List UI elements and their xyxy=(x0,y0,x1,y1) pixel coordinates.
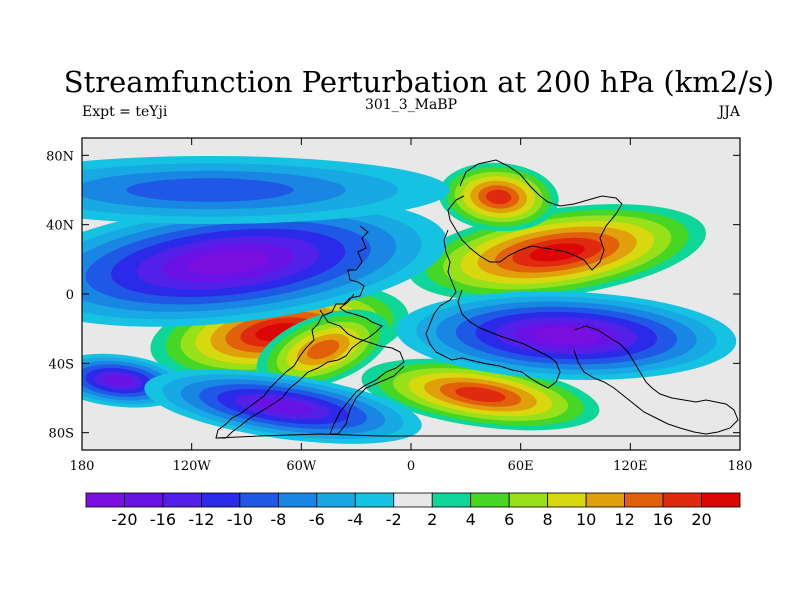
colorbar-box xyxy=(508,492,549,508)
coastline-south-america-east xyxy=(319,309,405,435)
contour-tibetan-high xyxy=(408,204,706,301)
contour-band xyxy=(486,189,512,205)
contour-europe-high xyxy=(438,162,559,232)
colorbar-label: -10 xyxy=(227,510,253,529)
colorbar-label: 10 xyxy=(576,510,596,529)
colorbar-label: -6 xyxy=(309,510,325,529)
contour-band xyxy=(187,250,269,275)
colorbar-box xyxy=(277,492,318,508)
contour-band xyxy=(103,375,134,387)
colorbar-label: -16 xyxy=(150,510,176,529)
colorbar-label: 6 xyxy=(504,510,514,529)
x-tick-label: 60E xyxy=(508,459,534,474)
y-tick-label: 80S xyxy=(49,427,74,442)
contour-band xyxy=(307,339,340,360)
colorbar-label: -20 xyxy=(111,510,137,529)
colorbar-box xyxy=(547,492,587,508)
colorbar-label: -8 xyxy=(270,510,286,529)
colorbar: -20 -16 -12 -10 -8 -6 -4 -2 2 4 6 8 10 12 16 20 xyxy=(85,492,741,529)
x-tick-label: 60W xyxy=(286,459,317,474)
colorbar-label: 20 xyxy=(691,510,711,529)
coastline-australia xyxy=(573,325,739,435)
x-tick-label: 120E xyxy=(613,459,647,474)
colorbar-label: 16 xyxy=(653,510,673,529)
contour-band xyxy=(455,386,506,403)
contour-high-lat-north-low xyxy=(82,156,450,224)
contour-band xyxy=(534,327,598,344)
contour-band xyxy=(126,178,294,202)
left-string: Expt = teYji xyxy=(82,104,168,120)
y-tick-label: 80N xyxy=(46,149,74,164)
plot-area: 180 120W 60W 0 60E 120E 180 80N 40N 0 40S 80S xyxy=(46,137,753,474)
coastline-antarctica xyxy=(215,433,740,439)
y-tick-label: 0 xyxy=(66,288,74,303)
colorbar-label: 12 xyxy=(614,510,634,529)
y-tick-label: 40N xyxy=(46,219,74,234)
colorbar-label: -4 xyxy=(347,510,363,529)
x-tick-label: 120W xyxy=(173,459,212,474)
coastline-eurasia xyxy=(447,159,623,271)
colorbar-box xyxy=(470,492,510,508)
contour-field xyxy=(82,156,737,444)
colorbar-box xyxy=(431,492,472,508)
colorbar-label: 2 xyxy=(427,510,437,529)
colorbar-label: -2 xyxy=(386,510,402,529)
coastlines xyxy=(215,159,740,439)
x-tick-label: 180 xyxy=(70,459,95,474)
x-tick-label: 180 xyxy=(728,459,753,474)
colorbar-box xyxy=(585,492,625,508)
colorbar-label: 8 xyxy=(543,510,553,529)
contour-band xyxy=(253,398,313,415)
colorbar-box xyxy=(354,492,395,508)
y-axis: 80N 40N 0 40S 80S xyxy=(46,149,740,442)
right-string: JJA xyxy=(717,104,741,120)
x-axis: 180 120W 60W 0 60E 120E 180 xyxy=(70,138,753,474)
y-tick-label: 40S xyxy=(49,357,74,372)
colorbar-box xyxy=(701,492,741,508)
contour-indian-ocean-low xyxy=(396,291,737,380)
colorbar-label: 4 xyxy=(466,510,476,529)
center-string: 301_3_MaBP xyxy=(365,97,457,113)
coastline-americas xyxy=(215,225,383,439)
colorbar-box xyxy=(393,492,433,508)
colorbar-box xyxy=(124,492,164,508)
colorbar-box xyxy=(316,492,356,508)
colorbar-box xyxy=(85,492,125,508)
contour-southern-ocean-low xyxy=(144,369,422,444)
coastline-africa xyxy=(425,229,561,389)
x-tick-label: 0 xyxy=(407,459,415,474)
colorbar-box xyxy=(624,492,664,508)
contour-north-pacific-low xyxy=(82,198,448,327)
colorbar-box xyxy=(239,492,279,508)
colorbar-box xyxy=(201,492,241,508)
colorbar-label: -12 xyxy=(188,510,214,529)
colorbar-box xyxy=(662,492,702,508)
chart-title: Streamfunction Perturbation at 200 hPa (… xyxy=(64,65,774,99)
colorbar-box xyxy=(162,492,202,508)
